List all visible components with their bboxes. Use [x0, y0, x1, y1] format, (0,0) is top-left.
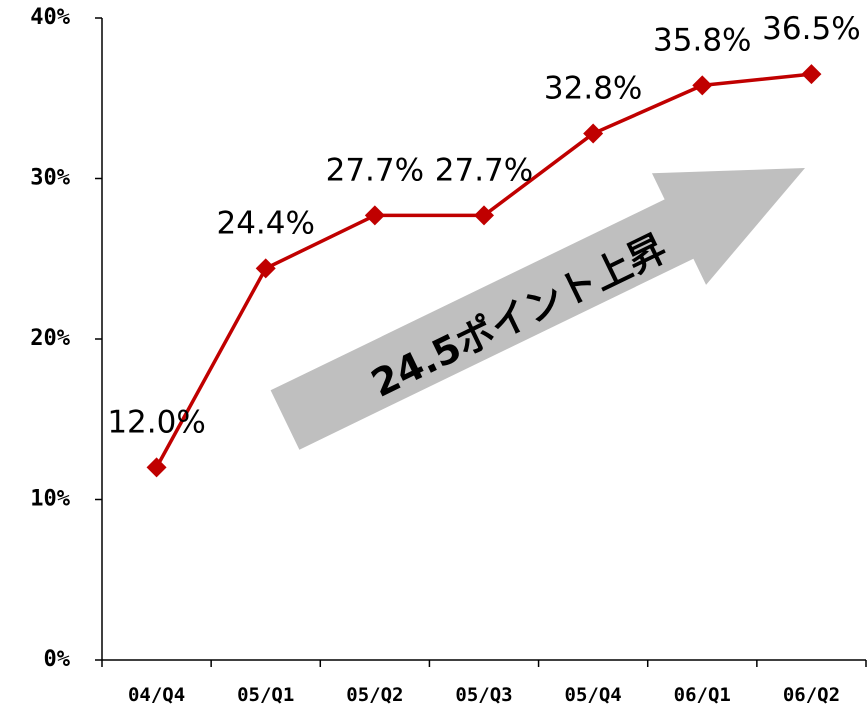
- data-point: [692, 75, 713, 96]
- data-label: 27.7%: [435, 152, 533, 188]
- x-tick-label: 05/Q3: [455, 684, 512, 706]
- x-tick-label: 04/Q4: [128, 684, 185, 706]
- data-label: 36.5%: [762, 11, 860, 47]
- data-point: [583, 123, 604, 144]
- data-label: 24.4%: [216, 205, 314, 241]
- annotation-text: 24.5ポイント上昇: [365, 226, 674, 406]
- x-tick-label: 06/Q2: [783, 684, 840, 706]
- x-tick-label: 05/Q1: [237, 684, 294, 706]
- data-label: 32.8%: [544, 71, 642, 107]
- data-point: [146, 457, 167, 478]
- data-label: 35.8%: [653, 22, 751, 58]
- data-point: [474, 205, 494, 226]
- x-tick-label: 05/Q2: [346, 684, 403, 706]
- x-tick-label: 05/Q4: [565, 684, 622, 706]
- data-label: 27.7%: [326, 152, 424, 188]
- y-tick-label: 20%: [30, 326, 70, 351]
- y-tick-label: 10%: [30, 487, 70, 512]
- up-arrow-shape: [270, 168, 805, 450]
- annotation-arrow: 24.5ポイント上昇: [270, 168, 805, 450]
- y-tick-label: 30%: [30, 166, 70, 191]
- axis-ticks: 0% 10% 20% 30% 40% 04/Q4 05/Q1 05/Q2 05/Q3 05/Q4 0…: [30, 5, 867, 706]
- y-tick-label: 40%: [30, 5, 70, 30]
- series-markers: [146, 64, 822, 478]
- data-point: [255, 258, 276, 279]
- data-label: 12.0%: [107, 404, 205, 440]
- x-tick-label: 06/Q1: [674, 684, 731, 706]
- data-point: [364, 205, 385, 226]
- data-labels: 12.0% 24.4% 27.7% 27.7% 32.8% 35.8% 36.5%: [107, 11, 860, 440]
- data-point: [801, 64, 822, 85]
- y-tick-label: 0%: [44, 647, 71, 672]
